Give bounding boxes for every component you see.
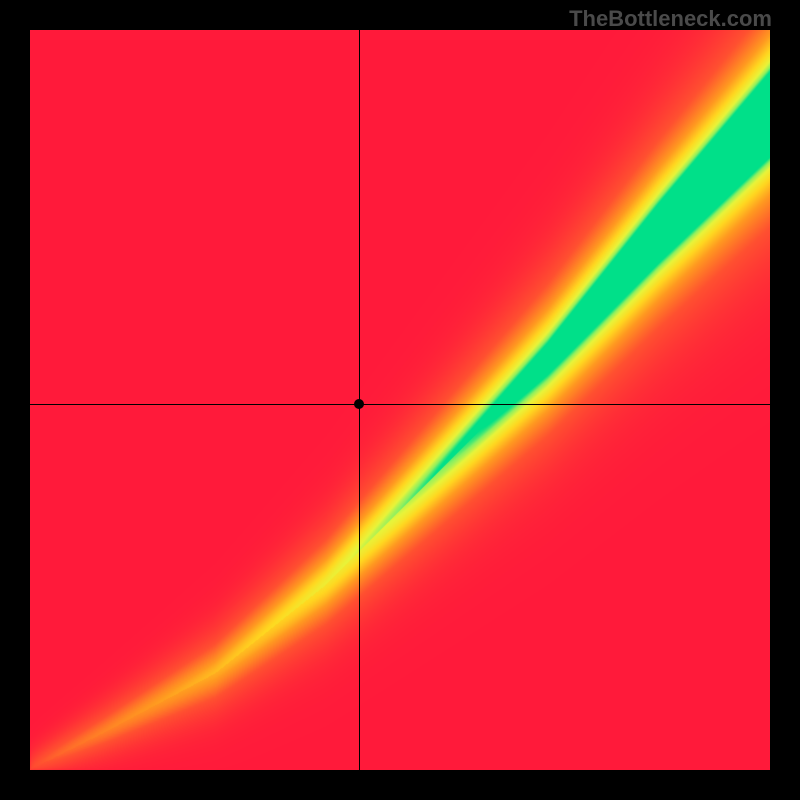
watermark-text: TheBottleneck.com	[569, 6, 772, 32]
data-point-marker	[354, 399, 364, 409]
heatmap-canvas	[30, 30, 770, 770]
plot-area	[30, 30, 770, 770]
crosshair-horizontal	[30, 404, 770, 405]
